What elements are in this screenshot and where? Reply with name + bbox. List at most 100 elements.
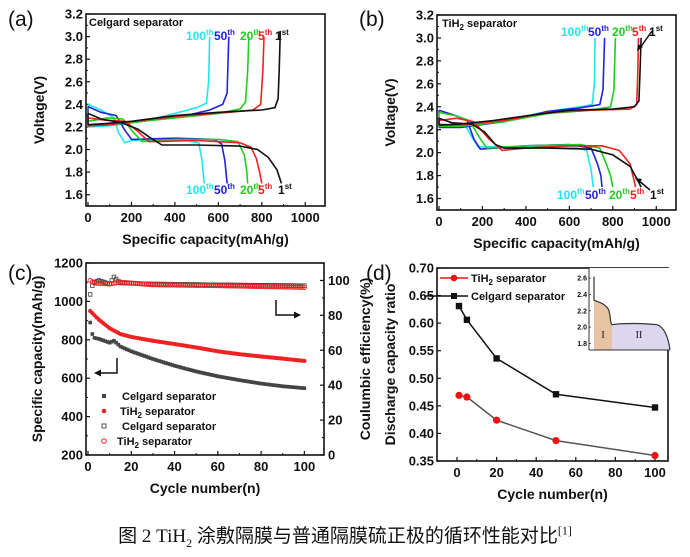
data-point-celgard-capacity — [237, 378, 242, 382]
x-tick-label: 600 — [559, 214, 581, 229]
data-point-celgard-capacity — [270, 383, 274, 387]
legend-label: Celgard separator — [122, 421, 217, 433]
data-point-celgard-capacity — [101, 338, 105, 343]
cycle-label-bottom: 20th — [609, 187, 630, 202]
x-tick-label: 60 — [211, 459, 225, 474]
data-point-celgard-capacity — [155, 358, 160, 363]
y-tick-label: 2.6 — [416, 76, 434, 91]
x-tick-label: 100 — [644, 465, 666, 480]
data-point-celgard-capacity — [153, 357, 157, 362]
data-point-celgard-capacity — [209, 373, 214, 377]
cycle-label-top: 50th — [588, 24, 609, 39]
y-tick-label: 0.45 — [409, 398, 434, 413]
panel-label: (a) — [8, 8, 34, 31]
y-tick-label: 1200 — [54, 256, 83, 271]
data-point-celgard-capacity — [190, 368, 194, 373]
discharge-curve-100th — [438, 123, 595, 188]
data-point-celgard-capacity — [239, 378, 244, 383]
data-point-celgard-capacity — [283, 384, 287, 389]
data-point-celgard-capacity — [267, 382, 272, 387]
data-point-celgard-capacity — [122, 346, 127, 351]
cycle-label-bottom: 1st — [278, 182, 292, 197]
charge-curve-5th — [439, 37, 640, 126]
caption-ref: [1] — [557, 523, 572, 538]
data-point-celgard-capacity — [207, 372, 211, 377]
data-point-celgard-capacity — [99, 337, 103, 342]
y-tick-label: 1.8 — [65, 165, 83, 180]
legend-label: TiH2 separator — [120, 406, 196, 420]
y-axis-label: Voltage(V) — [382, 78, 398, 146]
x-tick-label: 800 — [251, 210, 273, 225]
charge-curve-100th — [439, 37, 596, 128]
figure-caption: 图 2 TiH2 涂敷隔膜与普通隔膜硫正极的循环性能对比[1] — [0, 521, 690, 551]
panel-title: TiH2 separator — [442, 18, 518, 32]
x-tick-label: 100 — [294, 459, 316, 474]
arrow-head-bottom — [635, 178, 642, 184]
caption-suffix: 涂敷隔膜与普通隔膜硫正极的循环性能对比 — [192, 526, 558, 547]
data-point-celgard-capacity — [200, 371, 205, 375]
x-axis-label: Cycle number(n) — [497, 486, 607, 502]
data-point-celgard-capacity — [224, 376, 229, 380]
x-tick-label: 400 — [515, 214, 537, 229]
inset-y-tick-label: 2.0 — [577, 325, 587, 332]
data-point-celgard-capacity — [92, 336, 97, 340]
cycle-label-bottom: 100th — [186, 182, 214, 197]
plot-frame — [436, 267, 669, 462]
y-axis-label: Voltage(V) — [31, 76, 47, 144]
x-tick-label: 0 — [453, 465, 460, 480]
data-point-celgard-capacity — [218, 374, 222, 379]
arrow-right-axis — [275, 300, 297, 316]
cycle-label-bottom: 5th — [258, 182, 272, 197]
data-point-celgard-capacity — [287, 385, 292, 389]
plot-frame — [85, 13, 326, 207]
data-point-tih2-efficiency — [301, 284, 307, 290]
data-point-celgard-capacity — [216, 374, 220, 379]
x-tick-label: 200 — [121, 210, 143, 225]
data-point-celgard-capacity — [146, 355, 151, 360]
data-point-celgard-capacity — [148, 356, 153, 361]
inset-chart: 1.82.02.22.42.6I II — [577, 268, 675, 351]
y-tick-label: 2.4 — [65, 97, 84, 112]
discharge-curve-20th — [87, 117, 249, 184]
data-point-celgard — [455, 302, 463, 310]
x-axis-label: Specific capacity(mAh/g) — [122, 231, 289, 247]
data-point-celgard-capacity — [179, 365, 183, 370]
cycle-label-top: 100th — [186, 28, 214, 43]
y-tick-label: 3.0 — [416, 30, 434, 45]
inset-y-tick-label: 1.8 — [577, 341, 587, 348]
inset-curve — [593, 276, 671, 351]
y-tick-label: 2.4 — [416, 99, 435, 114]
data-point-celgard-capacity — [166, 361, 170, 366]
inset-y-tick-label: 2.4 — [577, 292, 587, 299]
x-tick-label: 20 — [124, 459, 138, 474]
legend: TiH2 separator Celgard separator — [424, 273, 566, 303]
data-point-celgard — [493, 355, 500, 362]
data-point-celgard-capacity — [259, 381, 263, 386]
panel-title: Celgard separator — [89, 17, 184, 29]
y-tick-label: 600 — [61, 371, 83, 386]
charge-curve-1st — [438, 37, 642, 126]
data-point-celgard-capacity — [293, 385, 298, 390]
y-tick-label: 3.0 — [65, 29, 83, 44]
inset-region-label-II: II — [636, 330, 643, 341]
data-point-celgard-capacity — [241, 379, 246, 383]
charge-curve-100th — [87, 36, 211, 128]
data-point-celgard-capacity — [213, 374, 218, 378]
caption-prefix: 图 2 TiH — [118, 526, 187, 547]
data-point-celgard-capacity — [246, 379, 250, 384]
data-point-celgard-capacity — [131, 350, 136, 354]
data-point-celgard-capacity — [157, 359, 162, 363]
panel-b: 0 200 400 600 800 1000 1.6 1.8 2.0 2.2 2.4 2.6 2.8 3.… — [359, 8, 677, 251]
cycle-label-bottom: 50th — [214, 182, 235, 197]
legend-label: TiH2 separator — [117, 436, 193, 450]
y2-tick-label: 40 — [328, 378, 342, 393]
data-point-celgard-capacity — [265, 382, 270, 387]
data-point-celgard-capacity — [185, 367, 190, 371]
discharge-curve-20th — [438, 111, 614, 188]
data-point-celgard-capacity — [88, 320, 92, 325]
data-point-celgard-capacity — [168, 362, 173, 367]
data-point-celgard-capacity — [226, 376, 231, 380]
data-point-celgard-capacity — [135, 351, 140, 356]
x-tick-label: 1000 — [642, 214, 671, 229]
arrow-left-axis — [98, 358, 118, 374]
